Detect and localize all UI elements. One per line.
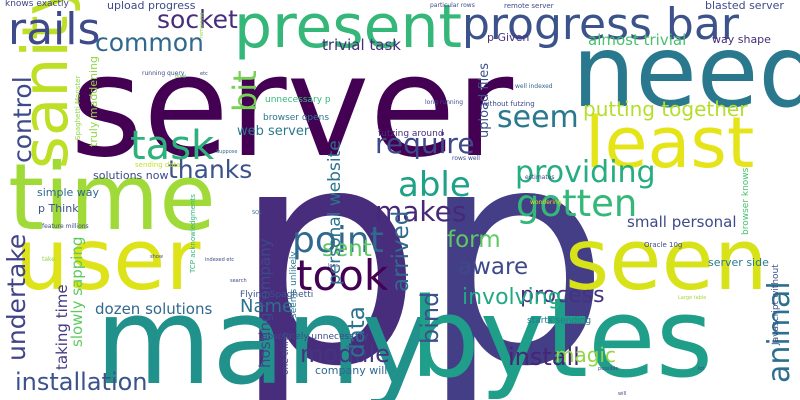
word-web-server: web server xyxy=(237,124,310,139)
word-putting-together: putting together xyxy=(583,97,748,121)
word-providing: providing xyxy=(515,155,656,190)
word-javascript-without: Javascript without xyxy=(771,264,781,345)
word-estimates: estimates xyxy=(525,174,555,181)
word-browser-knows: browser knows xyxy=(741,167,751,235)
word-progress-bar: progress bar xyxy=(462,0,739,50)
word-many: many xyxy=(95,273,433,400)
word-feature-millions: feature millions xyxy=(42,223,89,230)
word-absolutely-unnecessary: absolutely unnecessary xyxy=(262,332,369,342)
word-will: will xyxy=(618,391,627,397)
word-sql: SQL xyxy=(252,210,262,216)
word-remaining: remaining xyxy=(199,12,205,38)
word-took: took xyxy=(296,251,389,300)
word-involving: involving xyxy=(462,285,562,310)
word-lot: lot xyxy=(698,366,705,372)
word-present: present xyxy=(234,0,463,62)
word-sent: sent xyxy=(322,236,372,262)
word-name: Name xyxy=(240,296,294,317)
word-etc: etc xyxy=(200,71,208,77)
word-blasted-server: blasted server xyxy=(705,0,784,12)
word-common: common xyxy=(95,28,204,57)
word-simple-way: simple way xyxy=(37,186,100,199)
word-search: search xyxy=(230,278,247,284)
word-p: p xyxy=(420,83,611,400)
word-wondering: wondering xyxy=(530,199,562,206)
word-thanks: thanks xyxy=(168,155,253,184)
word-show: show xyxy=(150,254,163,260)
word-task: task xyxy=(130,123,215,169)
word-indexed-etc: indexed etc xyxy=(205,257,235,263)
word-large-table: Large table xyxy=(678,295,707,301)
word-oracle-10g: Oracle 10g xyxy=(644,241,683,249)
word-point: point xyxy=(292,220,384,261)
word-take: take xyxy=(42,256,55,263)
word-bind: bind xyxy=(175,74,186,80)
word-process: process xyxy=(520,283,605,308)
word-remote-server: remote server xyxy=(504,2,554,10)
word-unnecessary-p: unnecessary p xyxy=(265,95,331,105)
word-company-will: company will xyxy=(315,364,388,377)
word-possible: possible xyxy=(598,366,619,372)
word-require: require xyxy=(375,127,475,160)
word-truly-maddening: truly maddening xyxy=(87,55,100,147)
word-control: control xyxy=(8,76,37,163)
word-way-shape: way shape xyxy=(712,33,771,46)
word-seems-unlikely: seems unlikely xyxy=(289,251,299,318)
word-tcp-acknowledgments: TCP acknowledgments xyxy=(189,194,197,273)
word-least: least xyxy=(585,102,755,184)
word-module: module xyxy=(300,340,390,368)
word-solutions-now: solutions now xyxy=(93,169,169,182)
word-almost-trivial: almost trivial xyxy=(588,31,687,49)
word-rails: rails xyxy=(8,4,101,55)
word-installation: installation xyxy=(15,368,148,396)
word-bit: bit xyxy=(226,70,264,112)
word-one-thing: one thing xyxy=(281,332,291,375)
word-p: p xyxy=(232,83,423,400)
word-server: server xyxy=(70,26,514,189)
word-rows-well: rows well xyxy=(452,155,480,162)
word-server-side: server side xyxy=(708,256,769,269)
word-lens: lens xyxy=(328,263,339,269)
word-well-indexed: well indexed xyxy=(515,83,553,90)
word-slowly-sapping: slowly sapping xyxy=(68,236,86,348)
word-p-think: p Think xyxy=(38,202,79,215)
word-seen: seen xyxy=(565,211,768,310)
word-sending-data: sending data xyxy=(135,161,181,169)
word-p-given: p Given xyxy=(487,31,530,44)
word-form: form xyxy=(447,227,501,253)
word-hosting-company: hosting company xyxy=(256,238,274,368)
word-without-futzing: without futzing xyxy=(482,100,535,108)
word-taking-time: taking time xyxy=(53,284,71,370)
word-running-query: running query xyxy=(142,70,185,77)
word-makes: makes xyxy=(375,195,467,228)
word-install: install xyxy=(508,343,580,371)
word-able: able xyxy=(398,165,471,205)
word-futzing-around: futzing around xyxy=(378,129,444,139)
word-user: user xyxy=(15,211,201,310)
word-trivial-task: trivial task xyxy=(322,36,401,54)
word-bind: bind xyxy=(416,291,444,344)
word-spaghetti-monster: Spaghetti Monster xyxy=(74,75,82,140)
word-undertake: undertake xyxy=(2,233,31,361)
word-starts-sending: starts sending xyxy=(527,316,592,326)
word-magic: magic xyxy=(555,343,616,367)
word-knows-exactly: knows exactly xyxy=(5,0,69,9)
word-arrived: arrived xyxy=(388,210,414,292)
word-particular-rows: particular rows xyxy=(430,2,475,9)
word-upload-progress: upload progress xyxy=(107,0,196,12)
word-suppose: Suppose xyxy=(216,149,238,155)
word-browser-opens: browser opens xyxy=(263,113,330,123)
word-dozen-solutions: dozen solutions xyxy=(95,300,213,318)
word-gotten: gotten xyxy=(516,182,638,225)
word-small-personal: small personal xyxy=(627,213,737,231)
word-flying-spaghetti: Flying Spaghetti xyxy=(240,290,314,300)
word-bytes: bytes xyxy=(410,274,714,400)
word-need: need xyxy=(572,13,800,130)
word-socket: socket xyxy=(157,5,238,34)
word-long-running: long running xyxy=(425,99,464,106)
word-time: time xyxy=(8,144,216,251)
word-aware: aware xyxy=(458,254,529,280)
word-seem: seem xyxy=(497,100,579,135)
